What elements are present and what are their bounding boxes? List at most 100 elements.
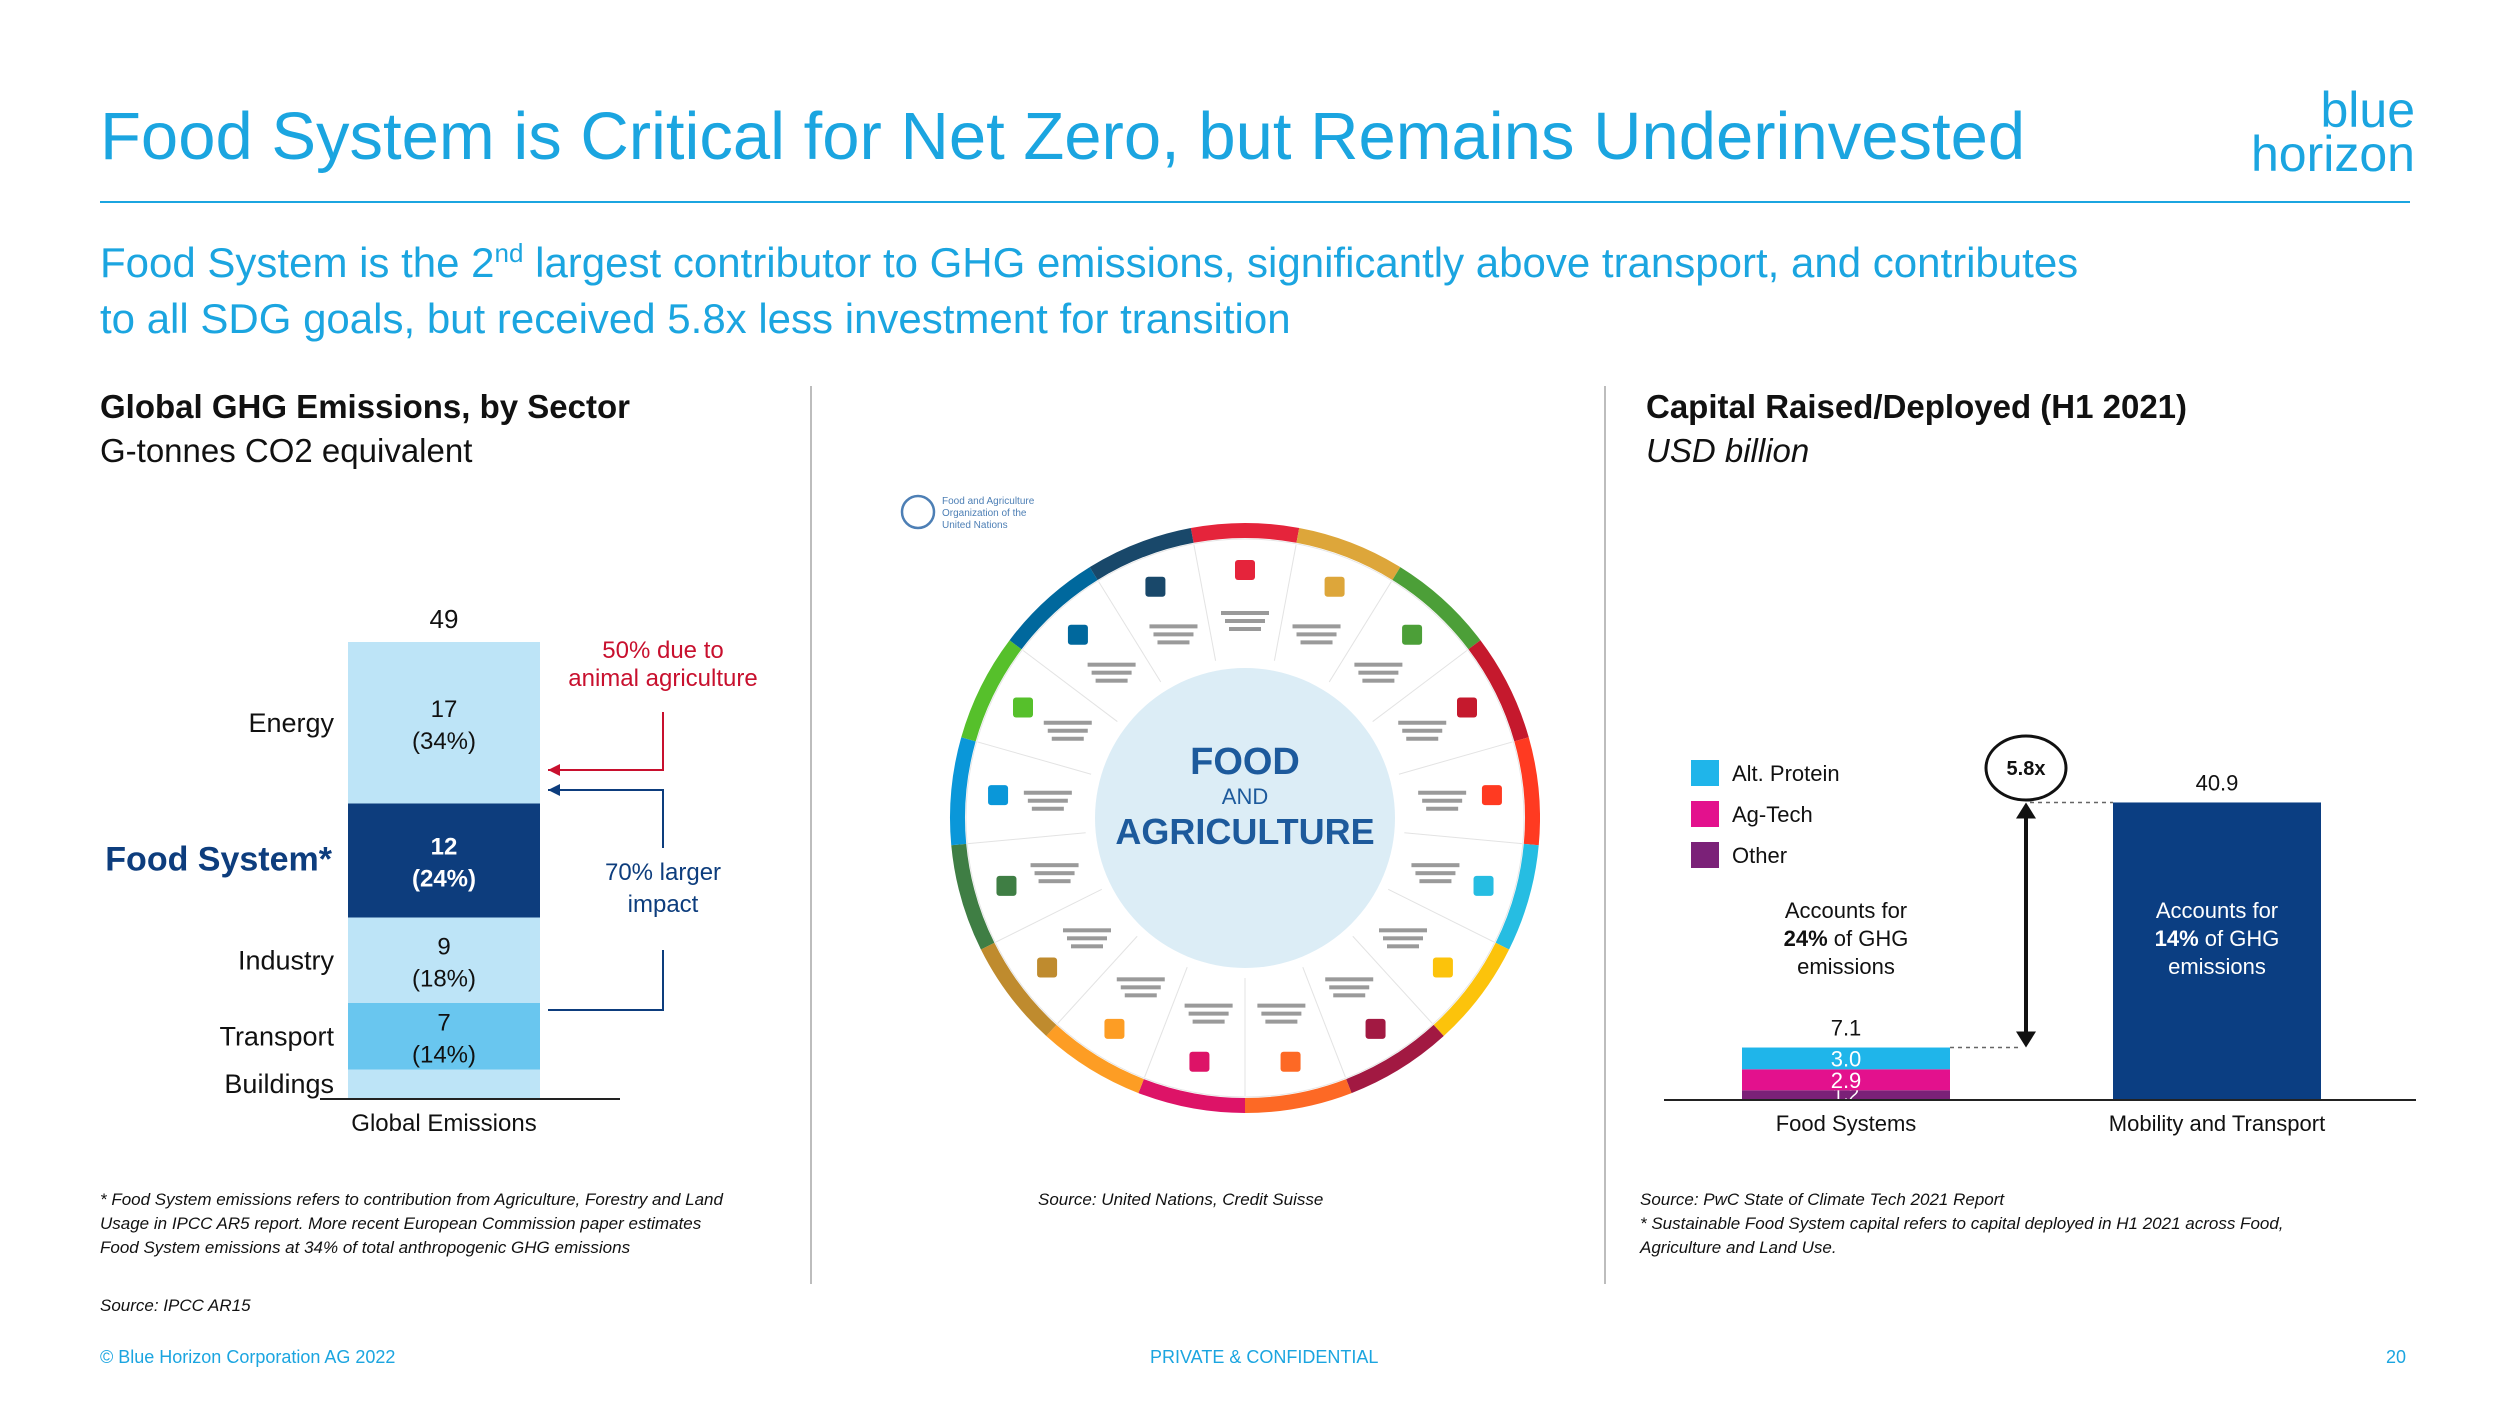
sdg-spoke-9 <box>1302 967 1346 1078</box>
bar-segment-food-system <box>348 803 540 918</box>
sdg-text-line-14a <box>1023 790 1072 795</box>
subtitle-part1: Food System is the 2 <box>100 239 495 286</box>
mobility-total-label: 40.9 <box>2196 770 2239 795</box>
sdg-text-line-9b <box>1261 1011 1302 1016</box>
food-bar-ag-tech <box>1742 1069 1950 1091</box>
mobility-note-pct: 14% <box>2155 926 2199 951</box>
sdg-text-line-17a <box>1149 624 1198 629</box>
annotation-red-line1: 50% due to <box>602 637 723 664</box>
sdg-text-line-8b <box>1329 985 1370 990</box>
sdg-text-line-1b <box>1225 619 1265 623</box>
sdg-text-line-12b <box>1066 936 1107 941</box>
sdg-text-line-14c <box>1031 806 1064 811</box>
sdg-text-line-7c <box>1387 944 1420 949</box>
category-label-energy: Energy <box>248 708 334 738</box>
annotation-red-line2: animal agriculture <box>568 665 757 692</box>
legend-label-alt-protein: Alt. Protein <box>1732 761 1840 786</box>
sdg-text-line-16c <box>1095 678 1128 683</box>
sdg-goal-2-icon <box>1324 576 1345 597</box>
sdg-text-line-8c <box>1333 993 1366 998</box>
sdg-text-line-4b <box>1402 728 1443 733</box>
page-title: Food System is Critical for Net Zero, bu… <box>100 99 2026 174</box>
legend-swatch-ag-tech <box>1691 801 1719 827</box>
sdg-text-line-11c <box>1124 993 1157 998</box>
mobility-note-rest: of GHG <box>2199 926 2280 951</box>
sdg-goal-7-icon <box>1432 957 1453 978</box>
sdg-text-line-3b <box>1358 670 1399 675</box>
sdg-spoke-13 <box>995 888 1102 943</box>
left-footnote: * Food System emissions refers to contri… <box>100 1190 723 1257</box>
annotation-blue-bracket-top <box>548 789 664 848</box>
sdg-text-line-3a <box>1354 662 1403 667</box>
mobility-note-line2: 14% of GHG <box>2155 926 2280 951</box>
legend-label-other: Other <box>1732 843 1787 868</box>
ghg-emissions-chart: Buildings 7 (14%) Transport 9 (18%) Industry 12… <box>105 604 757 1137</box>
sdg-text-line-15c <box>1051 736 1084 741</box>
food-note-line2: 24% of GHG <box>1784 926 1909 951</box>
sdg-goal-14-icon <box>988 785 1009 806</box>
right-footnote: * Sustainable Food System capital refers… <box>1640 1214 2284 1257</box>
legend-swatch-alt-protein <box>1691 760 1719 786</box>
sdg-ring-segment-14 <box>950 737 976 846</box>
logo-line1: blue <box>2320 82 2415 138</box>
footer-copyright: © Blue Horizon Corporation AG 2022 <box>100 1347 396 1367</box>
sdg-text-line-5c <box>1426 806 1459 811</box>
sdg-text-line-13b <box>1034 871 1075 876</box>
sdg-spoke-6 <box>1404 832 1522 845</box>
food-note-line3: emissions <box>1797 954 1895 979</box>
sdg-text-line-13a <box>1030 863 1079 868</box>
sdg-ring-segment-5 <box>1514 737 1540 846</box>
sdg-text-line-1a <box>1221 611 1269 615</box>
sdg-text-line-4a <box>1398 720 1447 725</box>
mobility-bar <box>2113 802 2321 1099</box>
bar-segment-industry <box>348 917 540 1003</box>
annotation-blue-line2: impact <box>628 891 699 918</box>
divider-left <box>810 386 812 1284</box>
sdg-spoke-8 <box>1352 935 1433 1024</box>
sdg-spoke-2 <box>1273 544 1297 661</box>
subtitle-part2: largest contributor to GHG emissions, si… <box>523 239 2079 286</box>
annotation-red-arrowhead <box>548 764 560 776</box>
sdg-text-line-16b <box>1091 670 1132 675</box>
sdg-ring-segment-12 <box>980 942 1057 1037</box>
sdg-ring-segment-2 <box>1296 528 1401 580</box>
sdg-text-line-2a <box>1292 624 1341 629</box>
wheel-center-line1: FOOD <box>1190 741 1300 783</box>
bar-value-food-system: 12 <box>431 834 458 861</box>
subtitle-sup: nd <box>494 238 524 268</box>
sdg-text-line-8a <box>1325 977 1374 982</box>
sdg-text-line-2c <box>1300 640 1333 645</box>
logo-line2: horizon <box>2251 126 2415 182</box>
sdg-spoke-17 <box>1098 581 1162 683</box>
sdg-ring-segment-15 <box>961 640 1022 742</box>
left-section-title: Global GHG Emissions, by Sector <box>100 388 630 425</box>
sdg-text-line-9a <box>1257 1003 1306 1008</box>
sdg-text-line-15b <box>1047 728 1088 733</box>
food-bar-other <box>1742 1090 1950 1099</box>
middle-source: Source: United Nations, Credit Suisse <box>1038 1190 1324 1209</box>
sdg-ring-segment-8 <box>1346 1024 1444 1094</box>
bar-pct-energy: (34%) <box>412 728 476 755</box>
bar-segment-buildings <box>348 1069 540 1098</box>
sdg-ring-segment-13 <box>951 843 995 950</box>
sdg-ring-segment-10 <box>1138 1079 1245 1113</box>
category-label-industry: Industry <box>238 945 335 975</box>
ratio-arrow-head-top <box>2016 802 2036 819</box>
bar-segment-transport <box>348 1003 540 1070</box>
sdg-ring-segment-17 <box>1089 528 1194 580</box>
fao-text-line1: Food and Agriculture <box>942 496 1035 507</box>
sdg-spoke-3 <box>1328 581 1392 683</box>
ratio-arrow-head-bottom <box>2016 1031 2036 1048</box>
sdg-text-line-16a <box>1087 662 1136 667</box>
sdg-ring-segment-9 <box>1245 1079 1352 1113</box>
sdg-ring-segment-7 <box>1433 942 1510 1037</box>
sdg-ring-segment-16 <box>1009 567 1098 650</box>
bar-segment-energy <box>348 642 540 804</box>
sdg-goal-1-icon <box>1235 560 1255 580</box>
annotation-blue-arrowhead <box>548 784 560 796</box>
sdg-text-line-13c <box>1038 879 1071 884</box>
sdg-text-line-9c <box>1265 1019 1298 1024</box>
fao-text-line3: United Nations <box>942 520 1008 531</box>
sdg-spoke-11 <box>1144 967 1188 1078</box>
food-bar-value-ag-tech: 2.9 <box>1831 1068 1862 1093</box>
